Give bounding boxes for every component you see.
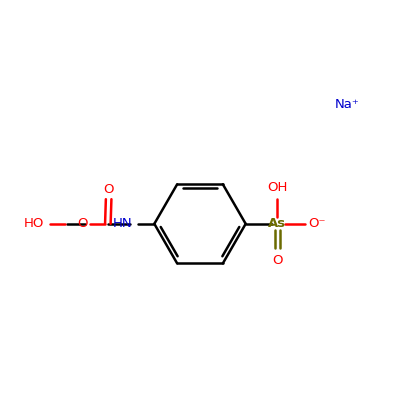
- Text: OH: OH: [267, 181, 288, 194]
- Text: O: O: [272, 254, 283, 267]
- Text: O: O: [77, 217, 88, 230]
- Text: Na⁺: Na⁺: [334, 98, 359, 111]
- Text: O⁻: O⁻: [308, 217, 326, 230]
- Text: HO: HO: [24, 217, 44, 230]
- Text: HN: HN: [113, 217, 132, 230]
- Text: As: As: [268, 217, 286, 230]
- Text: O: O: [103, 183, 114, 196]
